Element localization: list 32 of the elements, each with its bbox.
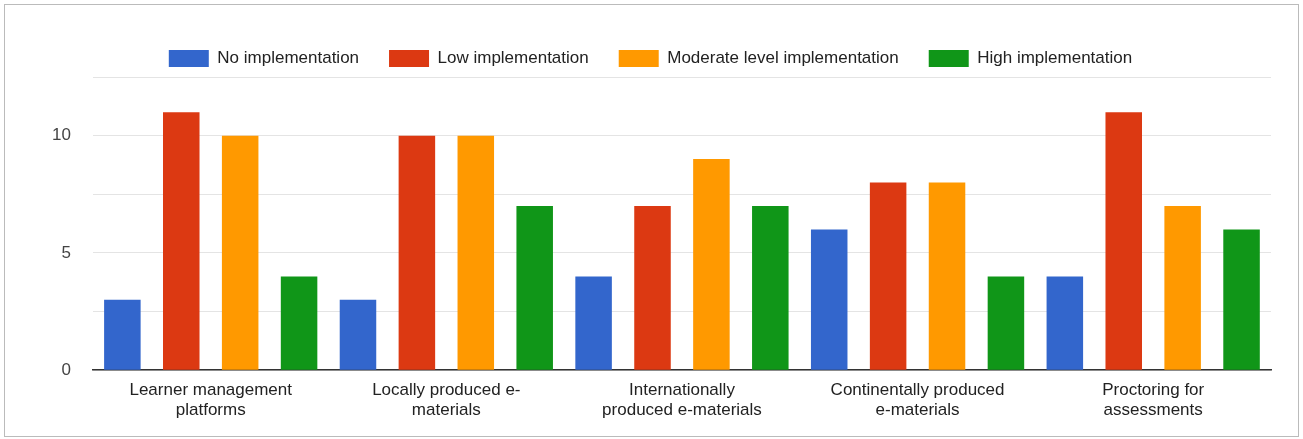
legend-label: High implementation [977, 48, 1133, 68]
y-tick-label: 0 [61, 359, 71, 379]
bar [280, 276, 318, 370]
y-tick-label: 5 [61, 242, 71, 262]
bar [104, 299, 141, 370]
y-tick-label: 10 [51, 125, 71, 145]
bar [869, 182, 907, 370]
bar [810, 229, 848, 370]
bar [163, 112, 200, 370]
bar [1105, 112, 1142, 370]
x-tick-label: Locally produced e-materials [372, 380, 521, 420]
legend-label: Moderate level implementation [667, 48, 899, 68]
bar [987, 276, 1025, 370]
bar [339, 299, 377, 370]
bar [634, 206, 671, 370]
bar [752, 206, 789, 370]
legend-label: Low implementation [437, 48, 589, 68]
bar [693, 159, 730, 370]
bar [928, 182, 966, 370]
bar [221, 135, 259, 370]
bar [1046, 276, 1084, 370]
bar [1164, 206, 1201, 370]
bar [575, 276, 612, 370]
bar [516, 206, 553, 370]
bar [457, 135, 495, 370]
legend-label: No implementation [217, 48, 360, 68]
x-tick-label: Learner management platforms [129, 380, 293, 420]
bar [398, 135, 436, 370]
bar [1223, 229, 1260, 370]
x-tick-label: Proctoring for assessments [1102, 380, 1205, 420]
x-tick-label: Internationally produced e-materials [602, 380, 762, 420]
x-tick-label: Continentally produced e-materials [830, 380, 1005, 420]
